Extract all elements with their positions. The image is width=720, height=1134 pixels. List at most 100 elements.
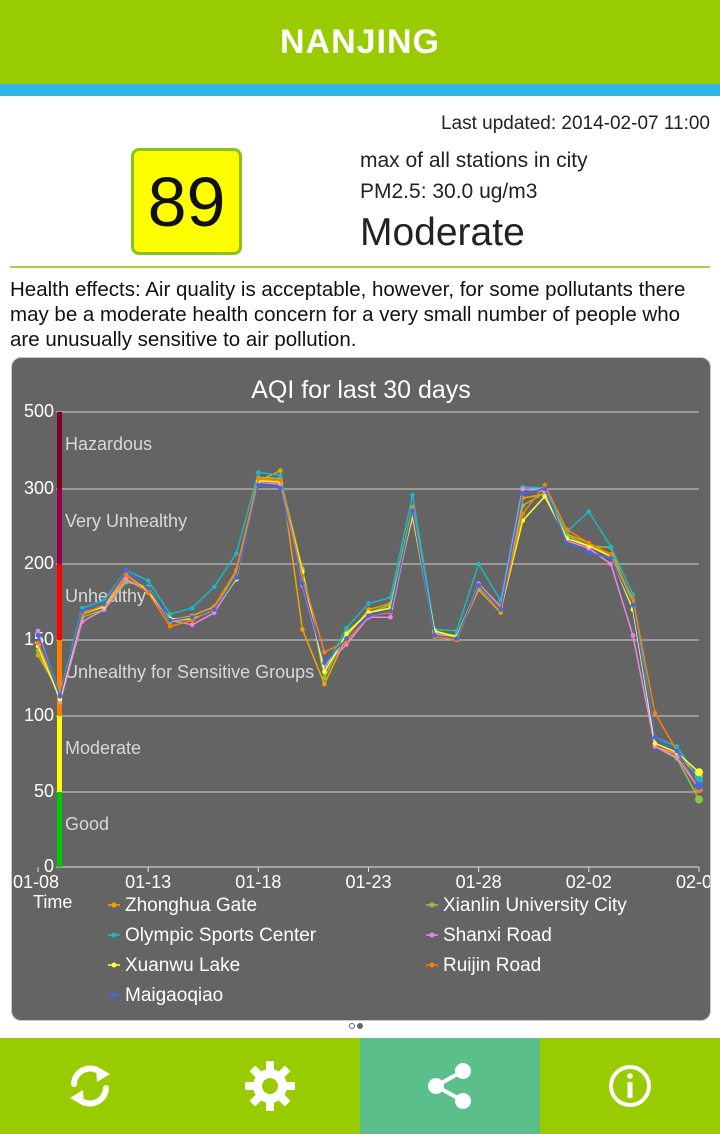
legend-marker	[429, 932, 435, 938]
data-point	[123, 567, 129, 573]
x-tick-label: 01-13	[125, 872, 171, 892]
aqi-band-label: Good	[65, 814, 109, 834]
data-point	[366, 601, 371, 606]
data-point	[278, 472, 283, 478]
x-tick-label: 02-02	[566, 872, 612, 892]
data-point	[388, 614, 393, 620]
data-point	[322, 681, 327, 687]
x-tick-label: 01-23	[345, 872, 391, 892]
data-point	[630, 602, 636, 608]
aqi-band-label: Moderate	[65, 738, 141, 758]
y-tick-label: 50	[34, 781, 54, 801]
data-point	[167, 611, 173, 617]
data-point	[123, 572, 129, 577]
data-point	[454, 628, 459, 634]
legend-label: Ruijin Road	[443, 955, 541, 976]
data-point	[695, 795, 703, 804]
data-point	[608, 551, 614, 557]
data-point	[57, 693, 63, 699]
data-point	[366, 613, 371, 618]
page-dot-2	[357, 1023, 363, 1029]
data-point	[278, 478, 283, 483]
data-point	[542, 486, 548, 491]
aqi-value: 89	[147, 162, 226, 241]
share-button[interactable]	[360, 1038, 540, 1134]
data-point	[388, 595, 393, 600]
gear-icon	[245, 1061, 295, 1111]
y-tick-label: 500	[24, 401, 54, 421]
data-point	[167, 624, 173, 629]
share-icon	[428, 1063, 471, 1109]
aqi-band-bar	[57, 412, 62, 489]
aqi-chart[interactable]: AQI for last 30 days 0 50 100 150 200 300 500 Go…	[11, 357, 711, 1021]
data-point	[476, 561, 481, 567]
data-point	[586, 550, 592, 556]
data-point	[300, 627, 305, 632]
last-updated: Last updated: 2014-02-07 11:00	[440, 113, 710, 134]
app-header: NANJING	[0, 0, 720, 84]
legend-marker	[111, 962, 117, 968]
data-point	[652, 710, 658, 716]
x-tick-label: 02-07	[676, 872, 710, 892]
data-point	[145, 586, 151, 591]
data-point	[344, 631, 349, 637]
info-button[interactable]	[540, 1038, 720, 1134]
data-point	[674, 748, 680, 754]
pm25-reading: PM2.5: 30.0 ug/m3	[360, 180, 538, 203]
aqi-band-label: Unhealthy for Sensitive Groups	[65, 662, 314, 682]
data-point	[520, 486, 526, 492]
data-point	[520, 491, 526, 496]
data-point	[652, 741, 658, 746]
data-point	[630, 633, 636, 638]
aqi-band-bar	[57, 564, 62, 640]
info-icon	[609, 1065, 651, 1107]
data-point	[300, 581, 305, 587]
refresh-button[interactable]	[0, 1038, 180, 1134]
legend-label: Xianlin University City	[443, 895, 627, 916]
x-tick-label: 01-08	[13, 872, 59, 892]
data-point	[256, 482, 261, 488]
data-point	[101, 601, 107, 606]
y-tick-label: 200	[24, 553, 54, 573]
aqi-band-bar	[57, 716, 62, 792]
data-point	[520, 511, 526, 517]
legend-marker	[429, 962, 435, 968]
data-point	[344, 625, 349, 631]
refresh-icon	[70, 1065, 110, 1107]
aqi-band-bar	[57, 640, 62, 716]
aqi-band-label: Hazardous	[65, 434, 152, 454]
data-point	[695, 781, 703, 790]
chart-title: AQI for last 30 days	[251, 376, 471, 404]
data-point	[322, 675, 327, 681]
aqi-badge: 89	[131, 148, 242, 255]
data-point	[432, 633, 437, 638]
bottom-toolbar	[0, 1038, 720, 1134]
data-point	[234, 551, 239, 556]
x-axis-label: Time	[33, 892, 72, 912]
data-point	[145, 590, 151, 596]
data-point	[695, 768, 703, 777]
data-point	[189, 622, 195, 628]
page-dot-1	[349, 1023, 355, 1029]
legend-label: Zhonghua Gate	[125, 895, 257, 916]
aqi-chart-svg: AQI for last 30 days050100150200300500Go…	[13, 376, 710, 1006]
data-point	[542, 482, 548, 488]
settings-button[interactable]	[180, 1038, 360, 1134]
data-point	[123, 576, 129, 582]
data-point	[454, 636, 459, 641]
data-point	[278, 485, 283, 491]
data-point	[410, 508, 415, 514]
data-point	[234, 575, 239, 580]
legend-label: Olympic Sports Center	[125, 925, 317, 946]
data-point	[256, 476, 261, 482]
data-point	[145, 578, 151, 584]
aqi-level: Moderate	[360, 211, 525, 254]
aqi-band-label: Very Unhealthy	[65, 511, 187, 531]
data-point	[630, 596, 636, 602]
legend-marker	[111, 992, 117, 998]
legend-marker	[429, 902, 435, 908]
data-point	[542, 494, 548, 499]
legend-marker	[111, 902, 117, 908]
data-point	[167, 617, 173, 623]
data-point	[476, 582, 481, 588]
